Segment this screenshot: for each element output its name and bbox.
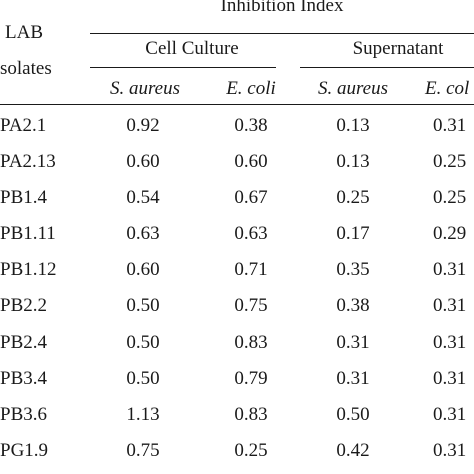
cc-s-aureus-cell: 1.13 bbox=[126, 404, 160, 425]
sn-s-aureus-cell: 0.31 bbox=[336, 368, 370, 389]
cc-s-aureus-cell: 0.50 bbox=[126, 332, 160, 353]
sn-s-aureus-cell: 0.31 bbox=[336, 332, 370, 353]
cell-culture-rule bbox=[90, 67, 276, 68]
isolate-cell: PB1.4 bbox=[0, 187, 47, 208]
cc-s-aureus-cell: 0.50 bbox=[126, 295, 160, 316]
sn-e-coli-cell: 0.31 bbox=[433, 295, 467, 316]
sn-s-aureus-cell: 0.50 bbox=[336, 404, 370, 425]
sn-s-aureus-header: S. aureus bbox=[317, 78, 389, 99]
cc-s-aureus-cell: 0.75 bbox=[126, 440, 160, 461]
cc-e-coli-cell: 0.25 bbox=[234, 440, 268, 461]
isolate-cell: PB2.4 bbox=[0, 332, 47, 353]
cc-e-coli-cell: 0.38 bbox=[234, 115, 268, 136]
cc-s-aureus-cell: 0.63 bbox=[126, 223, 160, 244]
supernatant-header: Supernatant bbox=[352, 38, 444, 59]
header-bottom-rule bbox=[0, 104, 474, 105]
cc-s-aureus-cell: 0.60 bbox=[126, 259, 160, 280]
lab-header-line2: solates bbox=[0, 58, 52, 79]
isolate-cell: PG1.9 bbox=[0, 440, 49, 461]
sn-s-aureus-cell: 0.25 bbox=[336, 187, 370, 208]
cc-e-coli-cell: 0.60 bbox=[234, 151, 268, 172]
cc-e-coli-cell: 0.79 bbox=[234, 368, 268, 389]
cc-e-coli-cell: 0.63 bbox=[234, 223, 268, 244]
sn-e-coli-cell: 0.31 bbox=[433, 368, 467, 389]
inhibition-index-rule bbox=[90, 33, 474, 34]
cell-culture-header: Cell Culture bbox=[145, 38, 239, 59]
cc-s-aureus-cell: 0.50 bbox=[126, 368, 160, 389]
cc-e-coli-cell: 0.75 bbox=[234, 295, 268, 316]
isolate-cell: PB2.2 bbox=[0, 295, 47, 316]
isolate-cell: PB1.11 bbox=[0, 223, 56, 244]
cc-e-coli-cell: 0.71 bbox=[234, 259, 268, 280]
cc-e-coli-cell: 0.83 bbox=[234, 332, 268, 353]
sn-s-aureus-cell: 0.13 bbox=[336, 151, 370, 172]
isolate-cell: PB3.4 bbox=[0, 368, 47, 389]
sn-e-coli-cell: 0.31 bbox=[433, 404, 467, 425]
isolate-cell: PA2.1 bbox=[0, 115, 47, 136]
sn-s-aureus-cell: 0.38 bbox=[336, 295, 370, 316]
cc-e-coli-header: E. coli bbox=[226, 78, 276, 99]
sn-s-aureus-cell: 0.17 bbox=[336, 223, 370, 244]
isolate-cell: PB1.12 bbox=[0, 259, 57, 280]
inhibition-index-header: Inhibition Index bbox=[220, 0, 344, 16]
sn-e-coli-cell: 0.31 bbox=[433, 259, 467, 280]
isolate-cell: PA2.13 bbox=[0, 151, 56, 172]
cc-e-coli-cell: 0.67 bbox=[234, 187, 268, 208]
isolate-cell: PB3.6 bbox=[0, 404, 47, 425]
sn-e-coli-cell: 0.29 bbox=[433, 223, 467, 244]
cc-s-aureus-cell: 0.54 bbox=[126, 187, 160, 208]
sn-e-coli-cell: 0.25 bbox=[433, 151, 467, 172]
sn-s-aureus-cell: 0.35 bbox=[336, 259, 370, 280]
sn-e-coli-header: E. col bbox=[425, 78, 470, 99]
sn-s-aureus-cell: 0.42 bbox=[336, 440, 370, 461]
sn-e-coli-cell: 0.31 bbox=[433, 115, 467, 136]
cc-e-coli-cell: 0.83 bbox=[234, 404, 268, 425]
cc-s-aureus-header: S. aureus bbox=[109, 78, 181, 99]
sn-e-coli-cell: 0.25 bbox=[433, 187, 467, 208]
sn-e-coli-cell: 0.31 bbox=[433, 332, 467, 353]
supernatant-rule bbox=[300, 67, 474, 68]
lab-header-line1: LAB bbox=[5, 22, 43, 43]
cc-s-aureus-cell: 0.92 bbox=[126, 115, 160, 136]
sn-e-coli-cell: 0.31 bbox=[433, 440, 467, 461]
cc-s-aureus-cell: 0.60 bbox=[126, 151, 160, 172]
sn-s-aureus-cell: 0.13 bbox=[336, 115, 370, 136]
